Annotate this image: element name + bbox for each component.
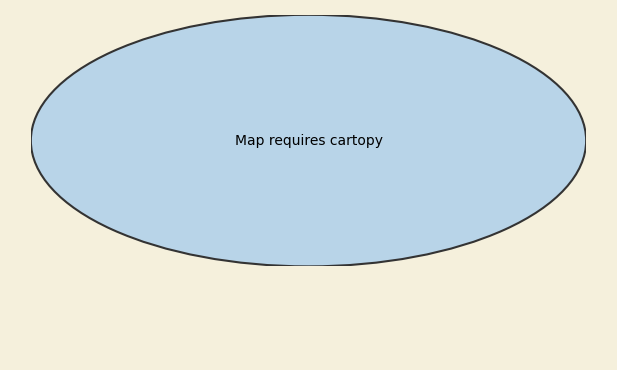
Text: Map requires cartopy: Map requires cartopy [234, 134, 383, 148]
Ellipse shape [31, 15, 586, 266]
